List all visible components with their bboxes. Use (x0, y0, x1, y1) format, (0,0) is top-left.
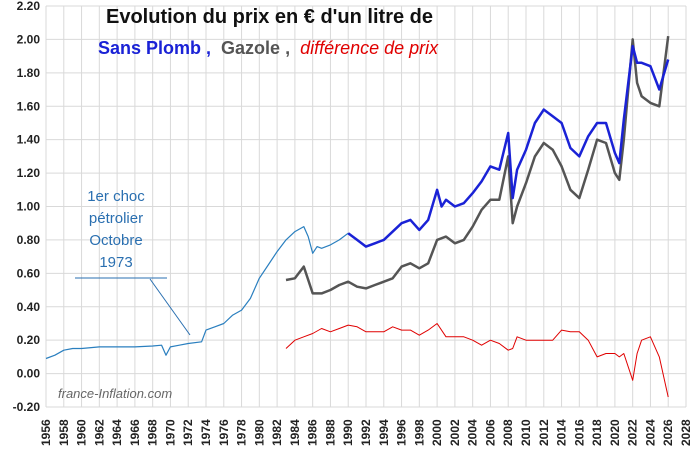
x-tick-label: 1958 (57, 419, 71, 446)
x-tick-label: 1986 (306, 419, 320, 446)
series-line-gazole (285, 35, 670, 295)
x-tick-label: 1968 (146, 419, 160, 446)
legend-gazole: Gazole , (221, 38, 291, 58)
chart-subtitle: Sans Plomb , Gazole , différence de prix (98, 38, 438, 59)
x-tick-label: 2004 (466, 419, 480, 446)
legend-sans-plomb: Sans Plomb , (98, 38, 212, 58)
x-tick-label: 2006 (483, 419, 497, 446)
x-tick-label: 1960 (75, 419, 89, 446)
series-line-early (45, 226, 349, 360)
chart-title: Evolution du prix en € d'un litre de (106, 6, 434, 28)
x-tick-label: 1994 (377, 419, 391, 446)
x-tick-label: 2026 (661, 419, 675, 446)
annotation-line-1: 1er choc (87, 188, 145, 205)
y-tick-label: 1.20 (17, 166, 41, 180)
x-tick-label: 1964 (110, 419, 124, 446)
x-tick-label: 1992 (359, 419, 373, 446)
y-tick-label: 0.80 (17, 233, 41, 247)
x-tick-label: 1966 (128, 419, 142, 446)
y-tick-label: -0.20 (13, 400, 41, 414)
series-line-sans-plomb (347, 44, 670, 248)
y-tick-label: 2.00 (17, 32, 41, 46)
x-tick-label: 2014 (555, 419, 569, 446)
x-tick-label: 1976 (217, 419, 231, 446)
x-tick-label: 1990 (341, 419, 355, 446)
x-tick-label: 1974 (199, 419, 213, 446)
oil-shock-annotation: 1er choc pétrolier Octobre 1973 (56, 186, 176, 274)
annotation-leader-diagonal (149, 278, 191, 336)
x-tick-label: 2002 (448, 419, 462, 446)
y-tick-label: 0.00 (17, 367, 41, 381)
x-tick-label: 1970 (163, 419, 177, 446)
x-tick-label: 2018 (590, 419, 604, 446)
x-tick-label: 1972 (181, 419, 195, 446)
x-tick-label: 1996 (395, 419, 409, 446)
x-tick-label: 2028 (679, 419, 693, 446)
y-tick-label: 1.40 (17, 133, 41, 147)
y-tick-label: 0.20 (17, 333, 41, 347)
y-tick-label: 1.00 (17, 200, 41, 214)
x-tick-label: 1984 (288, 419, 302, 446)
source-watermark: france-Inflation.com (58, 386, 173, 401)
x-tick-label: 1978 (235, 419, 249, 446)
x-tick-label: 2020 (608, 419, 622, 446)
y-tick-label: 0.40 (17, 300, 41, 314)
x-tick-label: 2024 (643, 419, 657, 446)
x-tick-label: 2012 (537, 419, 551, 446)
x-tick-label: 2008 (501, 419, 515, 446)
x-tick-label: 2022 (626, 419, 640, 446)
y-axis-ticks: 2.20 2.00 1.80 1.60 1.40 1.20 1.00 0.80 0.60 0.40… (13, 0, 41, 414)
series-line-difference (285, 323, 669, 398)
annotation-line-4: 1973 (99, 254, 133, 271)
y-tick-label: 1.60 (17, 99, 41, 113)
x-axis-ticks: 1956 1958 1960 1962 1964 1966 1968 1970 1972 1974… (39, 419, 693, 446)
x-tick-label: 2010 (519, 419, 533, 446)
annotation-line-2: pétrolier (88, 210, 144, 227)
annotation-line-3: Octobre (89, 232, 143, 249)
x-tick-label: 1988 (323, 419, 337, 446)
x-tick-label: 1980 (252, 419, 266, 446)
x-tick-label: 1998 (412, 419, 426, 446)
y-tick-label: 0.60 (17, 266, 41, 280)
x-tick-label: 2016 (572, 419, 586, 446)
x-tick-label: 1962 (92, 419, 106, 446)
y-tick-label: 1.80 (17, 66, 41, 80)
x-tick-label: 1982 (270, 419, 284, 446)
legend-difference: différence de prix (300, 38, 439, 58)
x-tick-label: 1956 (39, 419, 53, 446)
series-lines (45, 35, 670, 398)
x-tick-label: 2000 (430, 419, 444, 446)
y-tick-label: 2.20 (17, 0, 41, 13)
